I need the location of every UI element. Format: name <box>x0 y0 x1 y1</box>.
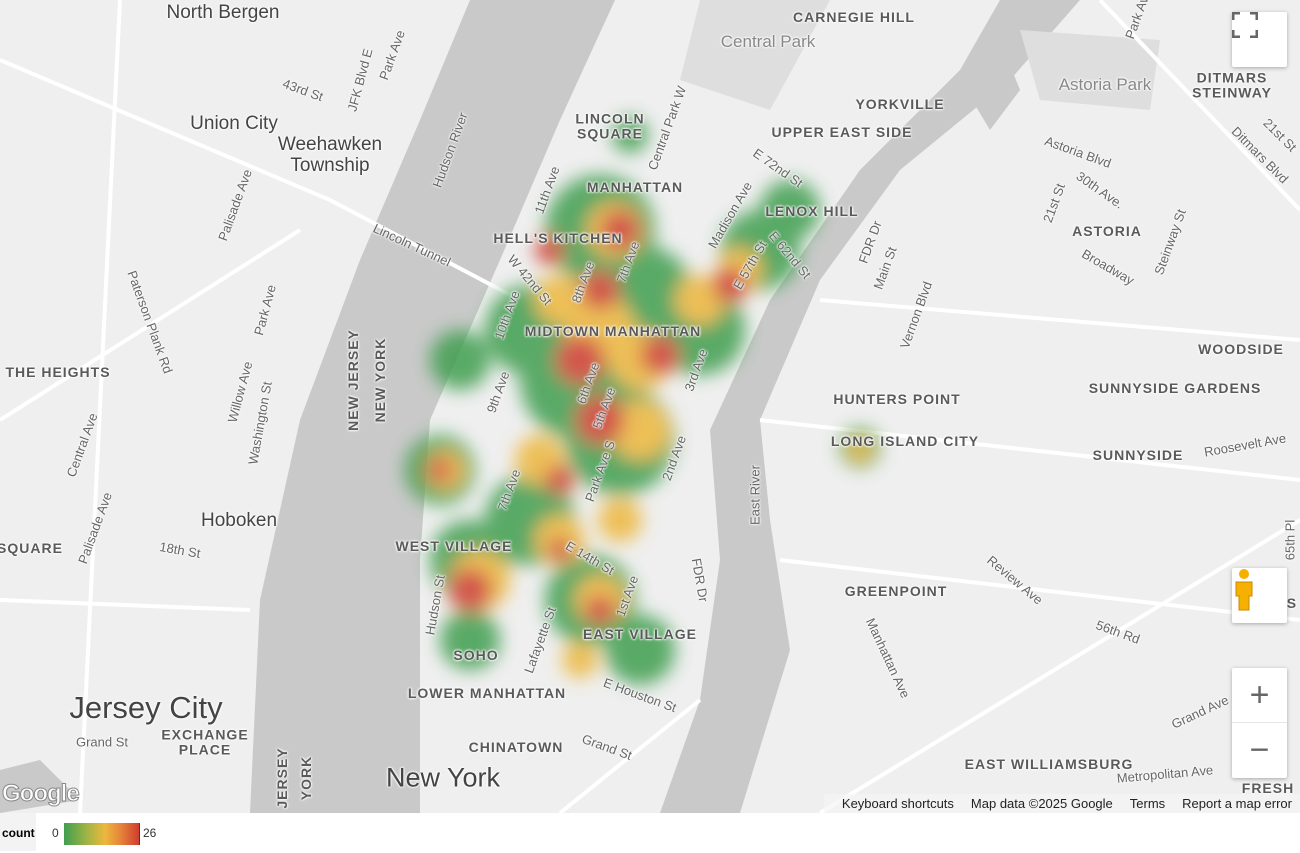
place-label: EAST VILLAGE <box>583 626 697 642</box>
place-label: CHINATOWN <box>468 739 564 755</box>
place-label: WOODSIDE <box>1198 341 1284 357</box>
map-base <box>0 0 1300 813</box>
place-label: MIDTOWN MANHATTAN <box>524 323 702 339</box>
place-label: Union City <box>190 113 278 134</box>
parks <box>680 0 1160 110</box>
place-label: LOWER MANHATTAN <box>407 685 567 701</box>
keyboard-shortcuts-link[interactable]: Keyboard shortcuts <box>841 796 954 811</box>
place-label: WEST VILLAGE <box>395 538 513 554</box>
heatmap-blob <box>575 395 625 445</box>
heatmap-layer <box>405 117 880 685</box>
water <box>0 0 1080 813</box>
place-label: THE HEIGHTS <box>5 364 111 380</box>
heatmap-blob <box>585 595 615 625</box>
street-label: East River <box>747 465 763 525</box>
heatmap-blob <box>548 538 572 562</box>
fullscreen-icon <box>1232 12 1258 38</box>
place-label: North Bergen <box>166 2 280 23</box>
heatmap-blob <box>535 275 585 325</box>
place-label: LENOX HILL <box>765 203 859 219</box>
place-label: FRESH <box>1241 780 1295 796</box>
place-label: New York <box>385 762 501 793</box>
heatmap-blob <box>562 642 598 678</box>
place-label: Jersey City <box>69 690 223 725</box>
heatmap-blob <box>640 335 680 375</box>
heatmap-blob <box>580 270 620 310</box>
place-label: SUNNYSIDE <box>1092 447 1184 463</box>
place-label: UPPER EAST SIDE <box>771 124 913 140</box>
heatmap-blob <box>535 235 565 265</box>
map-canvas[interactable]: North Bergen Union City Weehawken Township… <box>0 0 1300 813</box>
heatmap-blob <box>605 615 675 685</box>
roads <box>0 0 1300 813</box>
street-label: 65th Pl <box>1282 519 1298 561</box>
zoom-in-button[interactable]: + <box>1232 668 1287 723</box>
report-map-error-link[interactable]: Report a map error <box>1182 796 1292 811</box>
heatmap-blob <box>440 610 500 670</box>
street-view-pegman-button[interactable] <box>1232 568 1287 623</box>
place-label: GREENPOINT <box>844 583 948 599</box>
place-label: LINCOLN SQUARE <box>575 110 645 142</box>
heatmap-blob <box>600 210 640 250</box>
place-label: HUNTERS POINT <box>833 391 961 407</box>
google-logo[interactable]: Google <box>2 780 81 808</box>
place-label: SQUARE <box>0 540 63 556</box>
heatmap-blob <box>610 400 670 460</box>
heatmap-legend: count 0 26 <box>0 813 1300 851</box>
street-view-pegman-icon <box>1235 569 1253 611</box>
place-label: YORKVILLE <box>855 96 945 112</box>
heatmap-blob <box>448 568 492 612</box>
place-label: NEW YORK <box>372 337 388 423</box>
map-data-text: Map data ©2025 Google <box>970 796 1113 811</box>
place-label: SUNNYSIDE GARDENS <box>1088 380 1262 396</box>
legend-min: 0 <box>52 826 59 840</box>
heatmap-blob <box>545 465 575 495</box>
place-label: Weehawken Township <box>277 134 383 176</box>
heatmap-blob <box>598 498 642 542</box>
place-label: JERSEY <box>274 747 290 809</box>
legend-max: 26 <box>143 826 157 840</box>
place-label: Central Park <box>720 32 816 51</box>
place-label: YORK <box>298 755 314 801</box>
place-label: NEW JERSEY <box>345 329 361 431</box>
place-label: EXCHANGE PLACE <box>161 726 249 758</box>
street-label: Grand St <box>75 734 129 750</box>
legend-title: count <box>0 813 36 851</box>
heatmap-blob <box>612 117 648 153</box>
place-label: EAST WILLIAMSBURG <box>964 756 1134 772</box>
heatmap-blob <box>555 335 605 385</box>
place-label: Astoria Park <box>1058 75 1152 94</box>
heatmap-blob <box>760 180 820 240</box>
place-label: ASTORIA <box>1072 223 1142 239</box>
place-label: CARNEGIE HILL <box>793 9 915 25</box>
zoom-controls: + − <box>1232 668 1287 778</box>
fullscreen-button[interactable] <box>1232 12 1287 67</box>
heatmap-blob <box>712 267 748 303</box>
place-label: Hoboken <box>200 510 278 531</box>
heatmap-blob <box>430 330 490 390</box>
place-label: LONG ISLAND CITY <box>830 433 980 449</box>
place-label: MANHATTAN <box>586 179 684 195</box>
place-label: HELL'S KITCHEN <box>493 230 623 246</box>
place-label: DITMARS STEINWAY <box>1192 69 1272 101</box>
heatmap-blob <box>428 458 452 482</box>
place-label: SOHO <box>453 647 499 663</box>
heatmap-blob <box>848 438 872 462</box>
terms-link[interactable]: Terms <box>1129 796 1166 811</box>
zoom-out-button[interactable]: − <box>1249 731 1270 769</box>
legend-gradient <box>64 823 140 845</box>
attribution-bar: Keyboard shortcuts Map data ©2025 Google… <box>823 794 1300 813</box>
